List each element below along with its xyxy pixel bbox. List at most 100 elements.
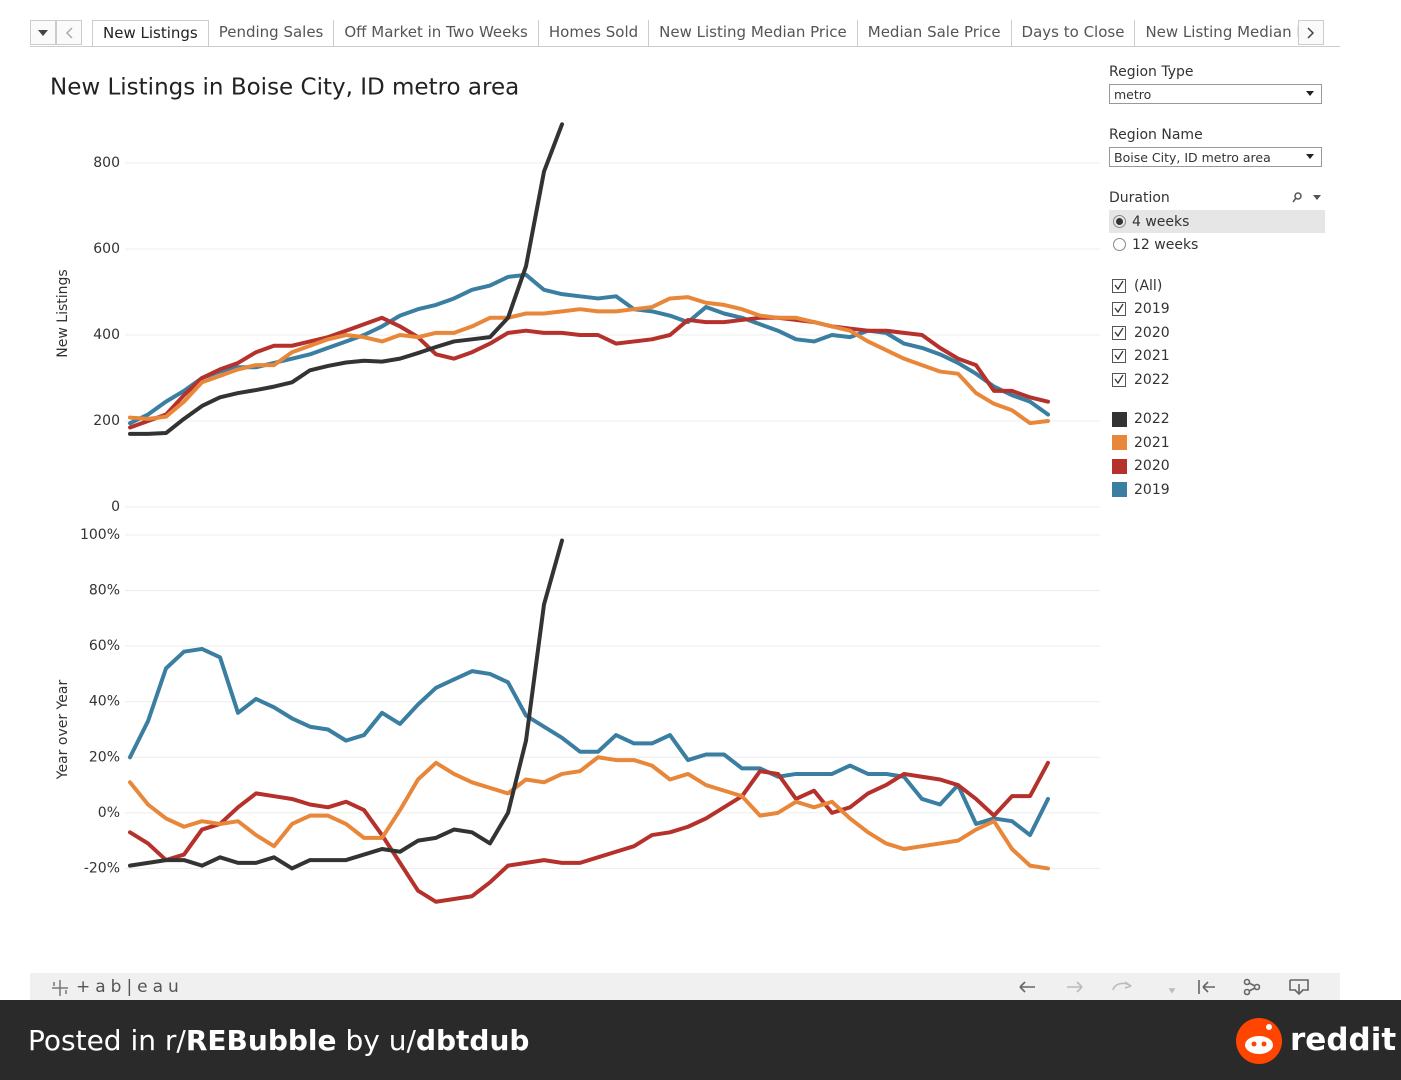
legend-label: 2019 (1134, 481, 1170, 498)
icon (1306, 154, 1314, 159)
tableau-icon (52, 980, 68, 996)
series-line (128, 755, 1050, 871)
radio-label: 12 weeks (1132, 236, 1199, 253)
tab[interactable]: Homes Sold (539, 20, 650, 46)
subreddit: REBubble (185, 1024, 337, 1057)
legend-item: 2022 (1109, 408, 1325, 432)
reddit-wordmark: reddit (1290, 1022, 1397, 1058)
toolbar-icons (1019, 978, 1309, 996)
legend-swatch (1112, 411, 1127, 427)
legend-label: 2021 (1134, 434, 1170, 451)
tab[interactable]: New Listings (92, 20, 209, 46)
checkbox-label: 2022 (1134, 371, 1170, 388)
dropdown-value: metro (1114, 87, 1152, 102)
checkbox-label: (All) (1134, 277, 1163, 294)
checkbox-group: (All) 2019 2020 2021 2022 (1109, 274, 1325, 392)
checkbox (1112, 302, 1126, 317)
y-axis-label: New Listings (55, 269, 71, 357)
tab-prev-button[interactable] (56, 20, 82, 45)
series-line (128, 538, 564, 871)
tab[interactable]: Median Sale Price (858, 20, 1012, 46)
legend-swatch (1112, 435, 1127, 451)
toolbar: +ab|eau (30, 973, 1340, 1000)
icon (38, 29, 48, 36)
radio-option[interactable]: 12 weeks (1109, 233, 1325, 256)
checkbox-option[interactable]: 2022 (1109, 368, 1325, 392)
checkbox (1112, 325, 1126, 340)
filter-label: Duration (1109, 190, 1325, 206)
dropdown[interactable]: metro (1109, 84, 1322, 104)
checkbox-option[interactable]: 2020 (1109, 321, 1325, 345)
y-tick-label: 200 (93, 413, 120, 429)
tab-bar: New Listings Pending Sales Off Market in T… (30, 20, 1340, 47)
radio (1113, 238, 1126, 251)
y-tick-label: -20% (84, 860, 120, 876)
filter-panel: Region Type metro Region Name Boise City… (1109, 64, 1325, 502)
legend-label: 2020 (1134, 458, 1170, 475)
radio (1113, 215, 1126, 228)
checkbox-option[interactable]: (All) (1109, 274, 1325, 298)
y-tick-label: 600 (93, 241, 120, 257)
legend-swatch (1112, 482, 1127, 498)
icon (1307, 26, 1315, 39)
y-tick-label: 800 (93, 155, 120, 171)
checkbox-option[interactable]: 2019 (1109, 298, 1325, 322)
legend-item: 2019 (1109, 478, 1325, 502)
username: dbtdub (415, 1024, 530, 1057)
series-line (128, 122, 564, 436)
series-line (128, 315, 1050, 430)
footer-by: by u/ (345, 1024, 416, 1057)
checkbox-option[interactable]: 2021 (1109, 345, 1325, 369)
y-tick-label: 0 (111, 499, 120, 515)
footer-prefix: Posted in r/ (28, 1024, 186, 1057)
tab[interactable]: New Listing Median PPSF (1135, 20, 1298, 46)
filter-label: Region Name (1109, 127, 1203, 143)
tab[interactable]: Off Market in Two Weeks (334, 20, 539, 46)
checkbox (1112, 372, 1126, 387)
y-tick-label: 40% (89, 694, 120, 710)
legend-label: 2022 (1134, 411, 1170, 428)
icon (65, 26, 73, 39)
legend-swatch (1112, 458, 1127, 474)
label-text: Duration (1109, 190, 1170, 206)
tab[interactable]: New Listing Median Price (649, 20, 858, 46)
radio-dot (1116, 218, 1123, 225)
icon (1306, 91, 1314, 96)
legend-item: 2021 (1109, 431, 1325, 455)
legend-item: 2020 (1109, 455, 1325, 479)
tab-menu-button[interactable] (30, 20, 56, 45)
checkbox-label: 2019 (1134, 301, 1170, 318)
legend: 2022 2021 2020 2019 (1109, 408, 1325, 502)
dropdown-value: Boise City, ID metro area (1114, 150, 1271, 165)
checkbox (1112, 278, 1126, 293)
y-tick-label: 80% (89, 583, 120, 599)
tab-next-button[interactable] (1298, 20, 1324, 45)
radio-option[interactable]: 4 weeks (1109, 210, 1325, 233)
y-tick-label: 0% (98, 805, 120, 821)
checkbox (1112, 349, 1126, 364)
footer-text: Posted in r/REBubble by u/dbtdub (28, 1024, 529, 1057)
checkbox-label: 2021 (1134, 348, 1170, 365)
radio-group: 4 weeks 12 weeks (1109, 210, 1325, 256)
y-tick-label: 60% (89, 638, 120, 654)
icon (1292, 192, 1321, 203)
tab[interactable]: Pending Sales (209, 20, 335, 46)
radio-label: 4 weeks (1132, 213, 1190, 230)
tab-list: New Listings Pending Sales Off Market in T… (92, 20, 1298, 46)
y-tick-label: 400 (93, 327, 120, 343)
filter-label: Region Type (1109, 64, 1194, 80)
series-line (128, 760, 1050, 904)
tab[interactable]: Days to Close (1012, 20, 1136, 46)
series-line (128, 295, 1050, 426)
checkbox-label: 2020 (1134, 324, 1170, 341)
chart-title: New Listings in Boise City, ID metro are… (50, 75, 519, 101)
y-tick-label: 20% (89, 749, 120, 765)
tableau-logo: +ab|eau (76, 977, 184, 997)
y-tick-label: 100% (80, 527, 120, 543)
chart: New Listings in Boise City, ID metro are… (50, 75, 1100, 904)
y-axis-label: Year over Year (55, 680, 71, 781)
footer: Posted in r/REBubble by u/dbtdub reddit (0, 1000, 1401, 1080)
series-line (128, 646, 1050, 838)
dropdown[interactable]: Boise City, ID metro area (1109, 147, 1322, 167)
